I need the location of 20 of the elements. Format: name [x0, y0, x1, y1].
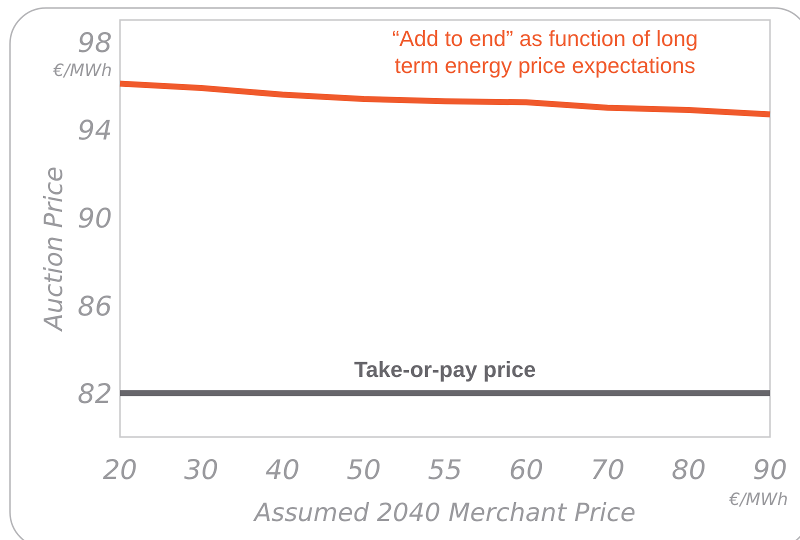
y-axis-title: Auction Price [39, 166, 68, 332]
x-tick-label: 40 [265, 455, 300, 486]
series-label: “Add to end” as function of long term energy price expectations [392, 26, 698, 78]
y-tick-label: 86 [78, 291, 112, 322]
x-tick-label: 90 [752, 455, 788, 486]
text: €/MWh [52, 60, 112, 81]
y-tick-label: 90 [78, 204, 112, 235]
x-tick-label: 30 [184, 455, 218, 486]
y-tick-label: 94 [78, 116, 112, 147]
x-tick-label: 60 [509, 455, 544, 486]
series-label: Take-or-pay price [354, 357, 536, 382]
text: €/MWh [728, 490, 788, 510]
x-tick-label: 80 [672, 455, 706, 486]
y-tick-label: 98 [78, 28, 112, 59]
y-tick-label: 82 [78, 379, 112, 410]
x-tick-label: 55 [428, 455, 462, 486]
x-axis-title: Assumed 2040 Merchant Price [252, 498, 636, 527]
x-tick-label: 20 [102, 455, 138, 486]
x-tick-label: 50 [346, 455, 381, 486]
x-tick-label: 70 [590, 455, 625, 486]
